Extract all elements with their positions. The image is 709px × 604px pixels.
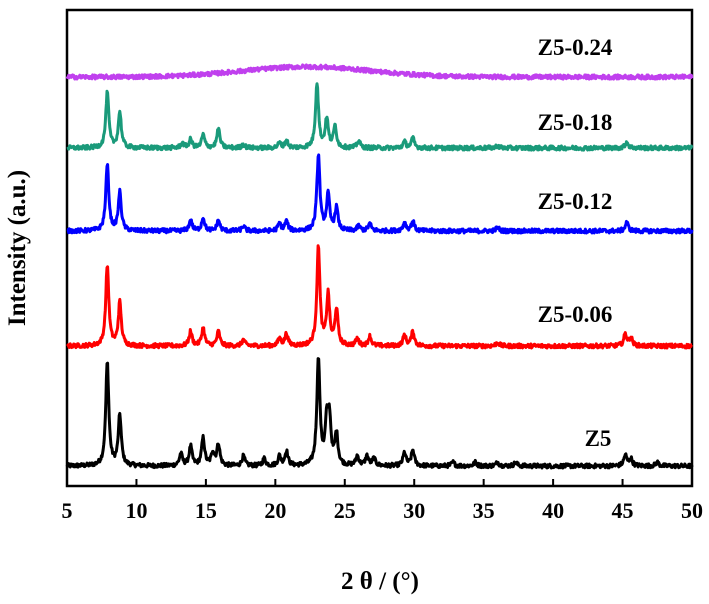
series-label-z5-0-24: Z5-0.24: [538, 35, 613, 60]
series-labels: Z5 Z5-0.06 Z5-0.12 Z5-0.18 Z5-0.24: [538, 35, 613, 451]
x-tick-label: 30: [403, 498, 425, 523]
x-tick-label: 5: [62, 498, 73, 523]
series-line-z5-0-24: [65, 63, 694, 81]
x-tick-label: 10: [125, 498, 147, 523]
x-tick-label: 25: [334, 498, 356, 523]
series-label-z5-0-12: Z5-0.12: [538, 189, 613, 214]
x-tick-label: 35: [473, 498, 495, 523]
series-line-z5-0-12: [66, 153, 694, 235]
x-tick-label: 50: [681, 498, 703, 523]
x-tick-label: 40: [542, 498, 564, 523]
series-line-z5-0-18: [66, 82, 694, 152]
x-tick-label: 45: [612, 498, 634, 523]
series-label-z5: Z5: [585, 426, 612, 451]
x-tick-label: 15: [195, 498, 217, 523]
x-axis-title: 2 θ / (°): [341, 568, 419, 595]
series-group: [65, 63, 694, 470]
y-axis-title: Intensity (a.u.): [4, 170, 31, 326]
series-label-z5-0-06: Z5-0.06: [538, 302, 613, 327]
x-axis-ticks: 5 10 15 20 25 30 35 40 45 50: [62, 479, 703, 523]
series-line-z5-0-06: [66, 244, 693, 350]
plot-frame: [65, 8, 694, 488]
series-line-z5: [65, 357, 694, 470]
x-tick-label: 20: [264, 498, 286, 523]
series-label-z5-0-18: Z5-0.18: [538, 110, 613, 135]
